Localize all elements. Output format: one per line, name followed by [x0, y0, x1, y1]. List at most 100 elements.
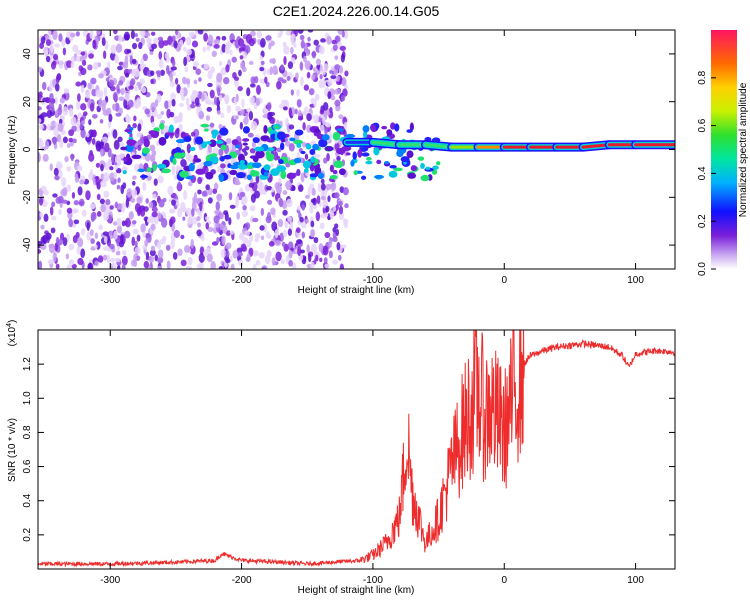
- spectrogram-cell: [177, 181, 182, 191]
- spectrogram-cell: [76, 124, 81, 133]
- spectrogram-cell: [306, 113, 312, 122]
- spectrogram-cell: [288, 124, 295, 130]
- spectrogram-cell: [58, 103, 62, 111]
- spectrogram-cell: [276, 131, 286, 140]
- spectrogram-cell: [293, 43, 297, 48]
- spectrogram-cell: [287, 228, 292, 236]
- spectrogram-cell: [55, 75, 60, 84]
- spectrogram-cell: [207, 34, 214, 45]
- spectrogram-cell: [198, 252, 205, 263]
- spectrogram-y-axis-label: Frequency (Hz): [7, 116, 18, 185]
- spectrogram-cell: [260, 38, 266, 48]
- spectrogram-cell: [157, 265, 163, 269]
- spectrogram-cell: [265, 35, 272, 41]
- spectrogram-cell: [52, 193, 58, 198]
- spectrogram-cell: [205, 184, 210, 191]
- spectrogram-cell: [290, 36, 295, 46]
- spectrogram-cell: [100, 203, 107, 213]
- spectrogram-cell: [295, 72, 299, 80]
- spectrogram-cell: [127, 99, 134, 108]
- spectrogram-cell: [280, 64, 285, 71]
- spectrogram-cell: [203, 63, 209, 70]
- spectrogram-cell: [114, 164, 118, 170]
- spectrogram-cell: [87, 82, 92, 90]
- spectrogram-cell: [138, 41, 143, 50]
- spectrogram-cell: [98, 73, 104, 79]
- spectrogram-cell: [432, 165, 439, 170]
- spectrogram-cell: [252, 250, 259, 257]
- spectrogram-cell: [330, 95, 336, 101]
- spectrogram-cell: [252, 263, 257, 269]
- spectrogram-cell: [45, 55, 51, 63]
- spectrogram-cell: [205, 171, 214, 180]
- spectrogram-cell: [189, 146, 196, 152]
- spectrogram-cell: [117, 177, 121, 183]
- spectrogram-cell: [89, 102, 95, 112]
- spectrogram-cell: [246, 165, 254, 169]
- spectrogram-cell: [130, 30, 136, 40]
- spectrogram-cell: [225, 64, 230, 73]
- spectrogram-cell: [38, 196, 44, 206]
- spectrogram-cell: [315, 58, 321, 66]
- spectrogram-cell: [271, 187, 275, 193]
- spectrogram-cell: [48, 83, 53, 92]
- spectrogram-cell: [352, 151, 357, 160]
- spectrogram-cell: [146, 167, 152, 173]
- spectrogram-cell: [116, 184, 121, 190]
- spectrogram-cell: [58, 59, 64, 70]
- spectrogram-cell: [110, 44, 117, 54]
- spectrogram-cell: [135, 37, 140, 42]
- spectrogram-cell: [198, 77, 202, 82]
- spectrogram-cell: [230, 263, 235, 269]
- spectrogram-cell: [158, 39, 165, 49]
- spectrogram-cell: [324, 231, 331, 239]
- spectrogram-cell: [134, 33, 138, 38]
- spectrogram-cell: [71, 209, 78, 214]
- spectrogram-cell: [112, 104, 116, 111]
- spectrogram-cell: [162, 40, 169, 46]
- spectrogram-cell: [116, 84, 120, 93]
- spectrogram-cell: [52, 60, 57, 66]
- spectrogram-cell: [132, 180, 136, 186]
- spectrogram-cell: [191, 208, 195, 217]
- spectrogram-cell: [151, 150, 157, 157]
- spectrogram-cell: [218, 174, 225, 182]
- spectrogram-cell: [94, 232, 99, 239]
- spectrogram-cell: [312, 204, 318, 210]
- spectrogram-cell: [340, 94, 346, 102]
- spectrogram-cell: [42, 46, 49, 56]
- spectrogram-cell: [94, 260, 99, 267]
- spectrogram-cell: [49, 125, 54, 131]
- spectrogram-cell: [172, 150, 183, 154]
- snr-y-multiplier: (x104): [6, 320, 18, 347]
- colorbar-ticks: 0.0 0.2 0.4 0.6 0.8: [697, 70, 716, 276]
- spectrogram-cell: [223, 94, 230, 103]
- spectrogram-cell: [300, 76, 304, 87]
- snr-x-tick-label: -200: [232, 575, 252, 586]
- spectrogram-cell: [92, 39, 97, 49]
- colorbar-label: Normalized spectral amplitude: [738, 82, 749, 217]
- spectrogram-cell: [394, 123, 400, 132]
- spectrogram-cell: [290, 89, 294, 96]
- spectrogram-cell: [55, 236, 60, 245]
- spectrogram-cell: [241, 98, 245, 109]
- spectrogram-cell: [187, 256, 193, 266]
- spectrogram-cell: [225, 242, 232, 250]
- spectrogram-cell: [170, 92, 176, 102]
- spectrogram-cell: [292, 262, 297, 269]
- spectrogram-cell: [120, 88, 125, 96]
- spectrogram-cell: [334, 142, 340, 151]
- spectrogram-cell: [336, 155, 341, 162]
- spectrogram-cell: [310, 261, 315, 269]
- spectrogram-cell: [103, 172, 110, 182]
- spectrogram-cell: [262, 114, 269, 119]
- spectrogram-cell: [90, 238, 95, 245]
- spectrogram-cell: [59, 139, 64, 149]
- spectrogram-cell: [306, 71, 311, 79]
- spectrogram-cell: [43, 213, 49, 222]
- spectrogram-cell: [76, 246, 81, 255]
- spectrogram-cell: [304, 194, 310, 199]
- spectrogram-cell: [246, 240, 252, 248]
- spectrogram-cell: [125, 197, 130, 208]
- spectrogram-cell: [172, 158, 177, 166]
